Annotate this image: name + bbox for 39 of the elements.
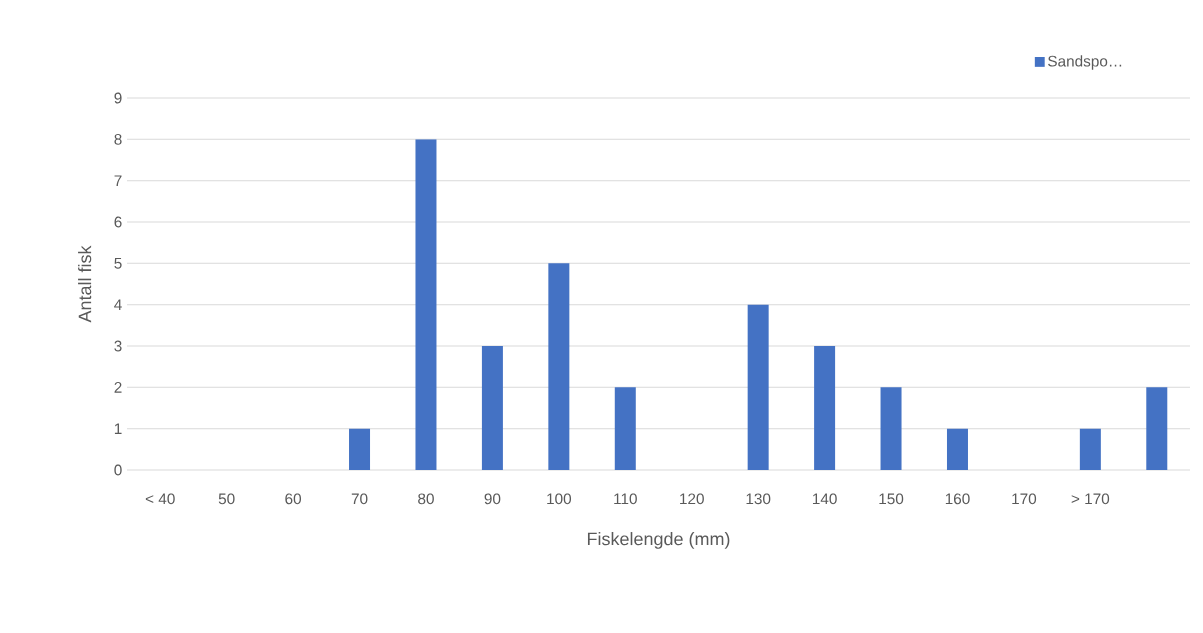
x-tick-label: < 40 bbox=[145, 493, 175, 505]
x-tick-label: 170 bbox=[1012, 493, 1037, 505]
bar bbox=[1146, 387, 1168, 470]
y-tick-label: 9 bbox=[114, 92, 122, 104]
legend-label: Sandspo… bbox=[1048, 55, 1122, 70]
bar bbox=[481, 346, 503, 470]
y-tick-label: 0 bbox=[114, 464, 122, 476]
x-tick-label: 100 bbox=[547, 493, 572, 505]
y-tick-label: 2 bbox=[114, 381, 122, 393]
y-tick-label: 4 bbox=[114, 299, 122, 310]
x-tick-label: 110 bbox=[614, 493, 637, 505]
x-tick-label: 160 bbox=[945, 493, 970, 505]
x-tick-label: 50 bbox=[218, 493, 235, 505]
y-tick-label: 7 bbox=[114, 175, 122, 186]
y-tick-label: 5 bbox=[114, 258, 122, 269]
x-tick-label: 150 bbox=[879, 493, 904, 505]
bar bbox=[946, 428, 968, 470]
x-tick-label: 70 bbox=[351, 493, 368, 505]
x-tick-label: 80 bbox=[418, 493, 434, 505]
bar bbox=[548, 263, 570, 470]
bar bbox=[349, 428, 371, 470]
bar bbox=[415, 139, 437, 470]
bar bbox=[747, 304, 769, 470]
bar bbox=[880, 387, 902, 470]
y-tick-label: 3 bbox=[114, 340, 122, 352]
x-tick-label: 130 bbox=[746, 493, 771, 505]
y-tick-label: 8 bbox=[114, 133, 122, 145]
y-axis-title: Antall fisk bbox=[78, 245, 92, 323]
y-tick-label: 6 bbox=[114, 216, 122, 228]
y-tick-label: 1 bbox=[114, 423, 122, 434]
x-tick-label: 140 bbox=[812, 493, 837, 505]
bar bbox=[614, 387, 636, 470]
x-tick-label: 120 bbox=[680, 493, 704, 505]
bar bbox=[1079, 428, 1101, 470]
x-axis-title: Fiskelengde (mm) bbox=[587, 532, 730, 549]
x-tick-label: > 170 bbox=[1071, 493, 1110, 505]
bar bbox=[814, 346, 836, 470]
x-tick-label: 60 bbox=[285, 493, 302, 505]
x-tick-label: 90 bbox=[484, 493, 501, 505]
